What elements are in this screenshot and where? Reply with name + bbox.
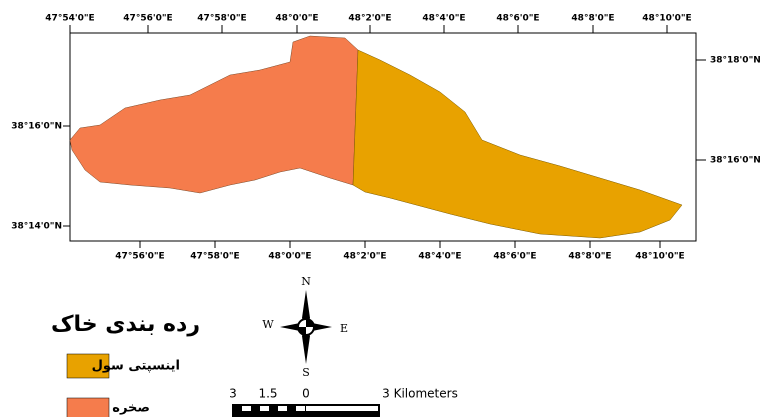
top-coord-label: 48°4'0"E [422,14,465,24]
top-coord-label: 48°2'0"E [348,14,391,24]
bottom-coord-label: 48°6'0"E [493,252,536,262]
bottom-coord-label: 48°4'0"E [418,252,461,262]
top-coord-label: 47°58'0"E [197,14,246,24]
scale-label: 0 [302,387,310,401]
bottom-coord-label: 47°56'0"E [115,252,164,262]
top-coord-label: 48°6'0"E [496,14,539,24]
bottom-coord-label: 48°10'0"E [635,252,684,262]
top-coord-label: 47°56'0"E [123,14,172,24]
scale-label: 1.5 [258,387,277,401]
top-coord-label: 48°8'0"E [571,14,614,24]
scale-label: 3 Kilometers [382,387,458,401]
legend-label: اینسپتی سول [92,359,180,374]
legend-label: صخره [112,401,150,416]
bottom-coord-label: 48°8'0"E [568,252,611,262]
top-coord-label: 48°10'0"E [642,14,691,24]
compass-e: E [340,322,348,335]
legend-swatch [66,397,110,417]
top-coord-label: 48°0'0"E [275,14,318,24]
north-arrow [280,290,332,364]
left-coord-label: 38°16'0"N [11,122,62,132]
compass-w: W [262,318,274,331]
legend-swatch [66,353,110,379]
scale-bar [232,404,380,417]
top-coord-label: 47°54'0"E [45,14,94,24]
bottom-coord-label: 48°2'0"E [343,252,386,262]
bottom-coord-label: 48°0'0"E [268,252,311,262]
inceptisol-region [352,49,683,239]
compass-s: S [302,366,310,379]
right-coord-label: 38°16'0"N [710,156,761,166]
compass-n: N [301,275,311,288]
left-coord-label: 38°14'0"N [11,222,62,232]
legend-title: رده بندی خاک [51,312,200,337]
scale-label: 3 [229,387,237,401]
right-coord-label: 38°18'0"N [710,56,761,66]
bottom-coord-label: 47°58'0"E [190,252,239,262]
